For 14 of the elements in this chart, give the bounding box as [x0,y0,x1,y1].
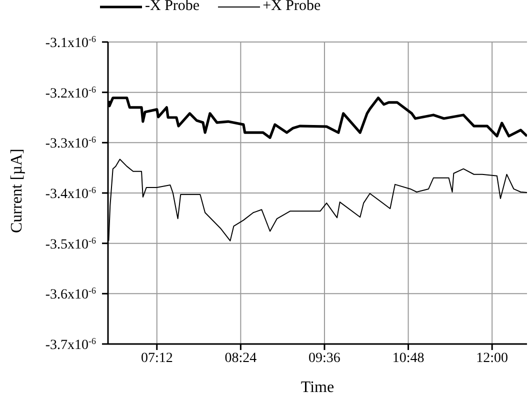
y-tick-label: -3.4x10$^{-6}$ [45,185,96,202]
x-tick-label: 08:24 [224,350,257,366]
x-axis-title: Time [300,379,334,396]
y-tick-label: -3.3x10$^{-6}$ [45,134,96,152]
x-tick-label: 12:00 [476,350,508,366]
y-tick-label: -3.7x10$^{-6}$ [45,336,96,353]
y-tick-label: -3.5x10$^{-6}$ [45,235,96,252]
y-tick-label: -3.6x10$^{-6}$ [45,286,96,303]
x-tick-label: 07:12 [140,350,173,366]
x-tick-label: 10:48 [392,350,424,366]
x-tick-label: 09:36 [308,350,340,366]
y-tick-label: -3.1x10$^{-6}$ [45,34,96,51]
y-axis-title: Current [µA] [8,148,26,233]
y-tick-label: -3.2x10$^{-6}$ [45,84,96,102]
